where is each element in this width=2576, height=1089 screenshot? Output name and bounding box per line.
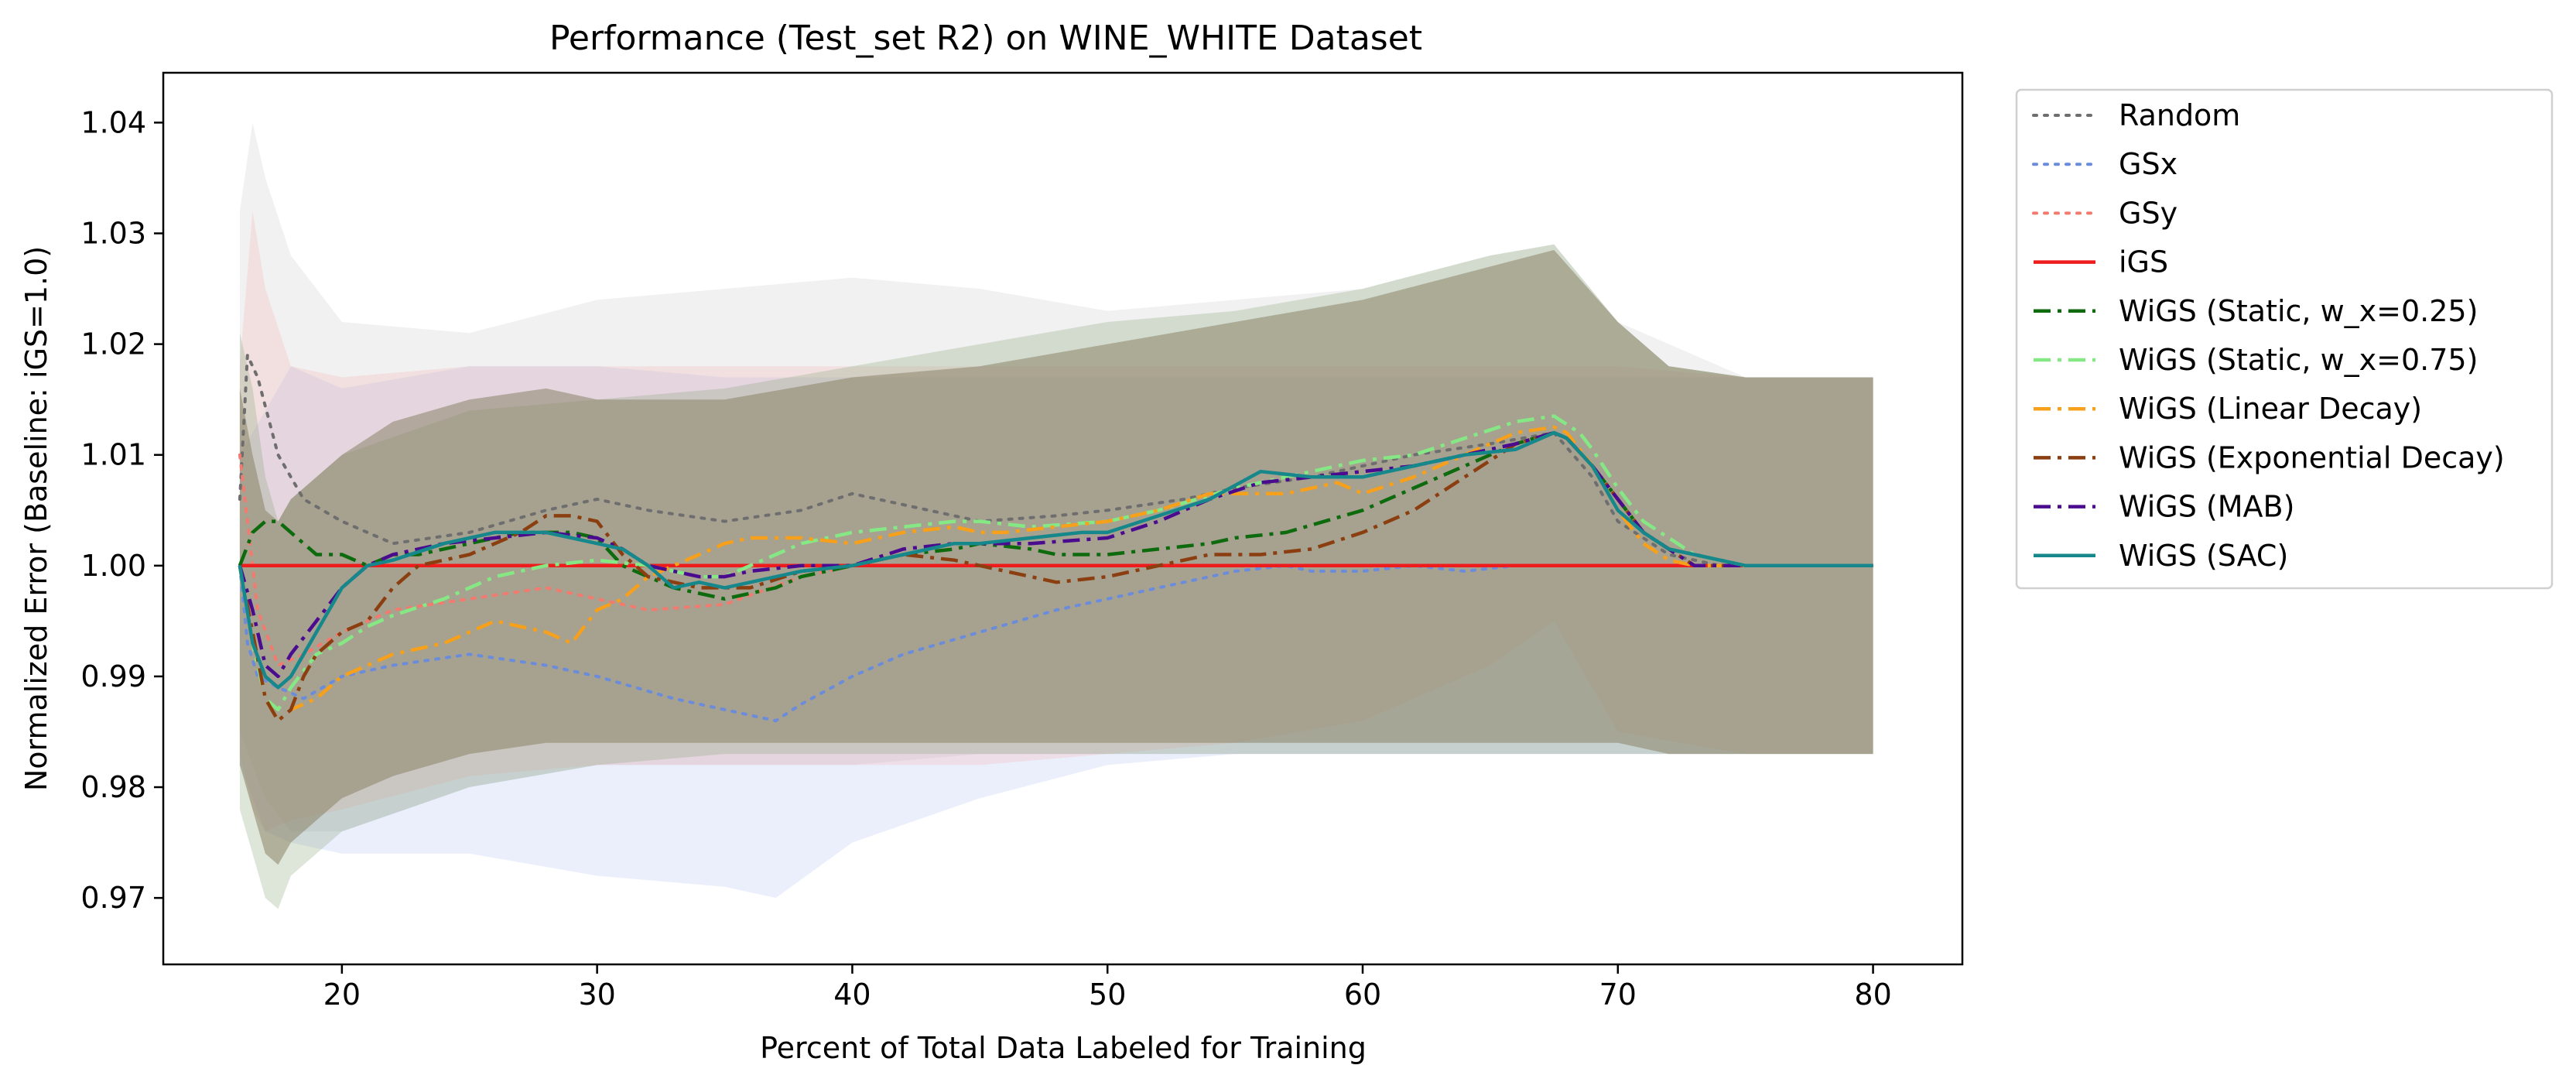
x-tick-label: 70 xyxy=(1599,978,1637,1012)
series-gsy xyxy=(238,453,854,667)
series-lines xyxy=(238,353,1875,723)
y-tick-label: 1.03 xyxy=(80,217,146,251)
y-tick-label: 1.01 xyxy=(80,438,146,472)
band-4 xyxy=(239,250,1873,865)
chart-title: Performance (Test_set R2) on WINE_WHITE … xyxy=(549,19,1422,58)
series-wigs-static-w-x-0-25 xyxy=(238,430,1873,601)
legend-label: Random xyxy=(2119,98,2240,132)
series-wigs-static-w-x-0-75 xyxy=(238,414,1873,712)
x-axis-label: Percent of Total Data Labeled for Traini… xyxy=(760,1031,1367,1065)
confidence-bands xyxy=(239,122,1873,909)
legend-label: iGS xyxy=(2119,245,2168,279)
series-wigs-exponential-decay xyxy=(238,430,1873,723)
series-gsx xyxy=(238,563,1517,723)
series-random xyxy=(238,353,1875,567)
y-axis-label: Normalized Error (Baseline: iGS=1.0) xyxy=(19,246,53,791)
series-wigs-sac xyxy=(238,430,1873,690)
y-tick-label: 1.00 xyxy=(80,549,146,583)
legend-label: WiGS (Linear Decay) xyxy=(2119,392,2422,426)
y-tick-label: 1.02 xyxy=(80,327,146,361)
legend-label: WiGS (Static, w_x=0.75) xyxy=(2119,343,2478,377)
legend-label: WiGS (Static, w_x=0.25) xyxy=(2119,294,2478,328)
plot-frame xyxy=(162,71,1964,966)
y-tick-label: 0.98 xyxy=(80,770,146,804)
y-tick-label: 1.04 xyxy=(80,105,146,139)
legend-label: WiGS (MAB) xyxy=(2119,490,2294,524)
legend-label: GSy xyxy=(2119,196,2177,230)
x-tick-label: 60 xyxy=(1344,978,1381,1012)
x-tick-label: 30 xyxy=(578,978,615,1012)
legend-label: WiGS (SAC) xyxy=(2119,539,2288,573)
x-tick-label: 50 xyxy=(1089,978,1126,1012)
y-tick-label: 0.99 xyxy=(80,659,146,693)
y-axis-ticks: 0.97 0.98 0.99 1.00 1.01 1.02 1.03 1.04 xyxy=(80,105,163,915)
legend: Random GSx GSy iGS WiGS (Static, w_x=0.25) Wi… xyxy=(2015,88,2554,590)
x-axis-ticks: 20 30 40 50 60 70 80 xyxy=(323,964,1892,1012)
x-tick-label: 20 xyxy=(323,978,361,1012)
y-tick-label: 0.97 xyxy=(80,881,146,915)
legend-label: WiGS (Exponential Decay) xyxy=(2119,440,2505,474)
legend-label: GSx xyxy=(2119,147,2177,181)
x-tick-label: 40 xyxy=(833,978,871,1012)
legend-box xyxy=(2015,88,2554,590)
x-tick-label: 80 xyxy=(1854,978,1891,1012)
